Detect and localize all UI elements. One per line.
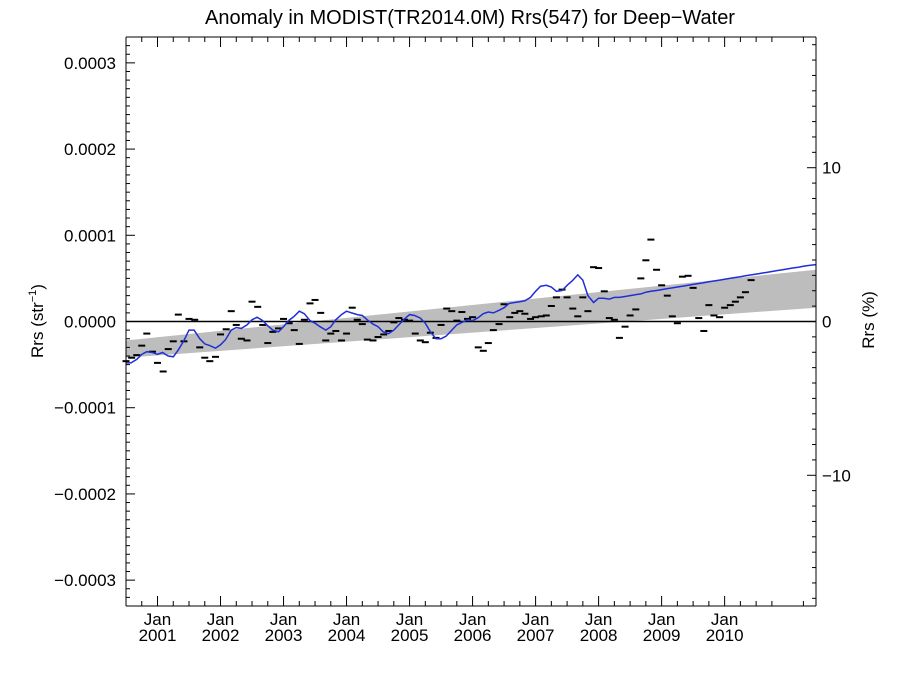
y-axis-label-right: Rrs (%) (859, 291, 878, 349)
x-tick-year: 2009 (643, 626, 681, 645)
smoothed-series-line (126, 263, 817, 364)
x-tick-year: 2001 (139, 626, 177, 645)
y-tick-label-left: 0.0003 (64, 54, 116, 73)
y-tick-label-right: 0 (822, 313, 831, 332)
y-tick-label-left: −0.0001 (54, 399, 116, 418)
y-tick-label-left: −0.0002 (54, 485, 116, 504)
x-tick-year: 2002 (202, 626, 240, 645)
x-tick-month: Jan (648, 610, 675, 629)
y-tick-label-right: 10 (822, 159, 841, 178)
x-tick-month: Jan (144, 610, 171, 629)
x-tick-month: Jan (459, 610, 486, 629)
tick-marks (125, 37, 816, 607)
y-axis-label-left: Rrs (str−1) (27, 284, 47, 358)
x-tick-year: 2010 (706, 626, 744, 645)
x-tick-month: Jan (270, 610, 297, 629)
x-tick-month: Jan (522, 610, 549, 629)
x-tick-year: 2005 (391, 626, 429, 645)
x-tick-month: Jan (207, 610, 234, 629)
y-tick-label-left: 0.0001 (64, 226, 116, 245)
x-tick-year: 2007 (517, 626, 555, 645)
trend-band (126, 269, 816, 358)
smoothed-series-layer (126, 263, 817, 364)
x-tick-year: 2003 (265, 626, 303, 645)
y-tick-label-right: −10 (822, 466, 851, 485)
x-tick-month: Jan (333, 610, 360, 629)
chart-title: Anomaly in MODIST(TR2014.0M) Rrs(547) fo… (205, 7, 735, 29)
trend-band-layer (126, 269, 816, 358)
x-tick-year: 2008 (580, 626, 618, 645)
x-tick-month: Jan (585, 610, 612, 629)
y-tick-label-left: 0.0000 (64, 313, 116, 332)
y-tick-label-left: 0.0002 (64, 140, 116, 159)
x-tick-month: Jan (711, 610, 738, 629)
y-tick-label-left: −0.0003 (54, 571, 116, 590)
tick-labels: 0.0003 0.0002 0.0001 0.0000 −0.0001 −0.0002 −0… (54, 54, 851, 645)
x-tick-year: 2004 (328, 626, 366, 645)
x-tick-month: Jan (396, 610, 423, 629)
x-tick-year: 2006 (454, 626, 492, 645)
